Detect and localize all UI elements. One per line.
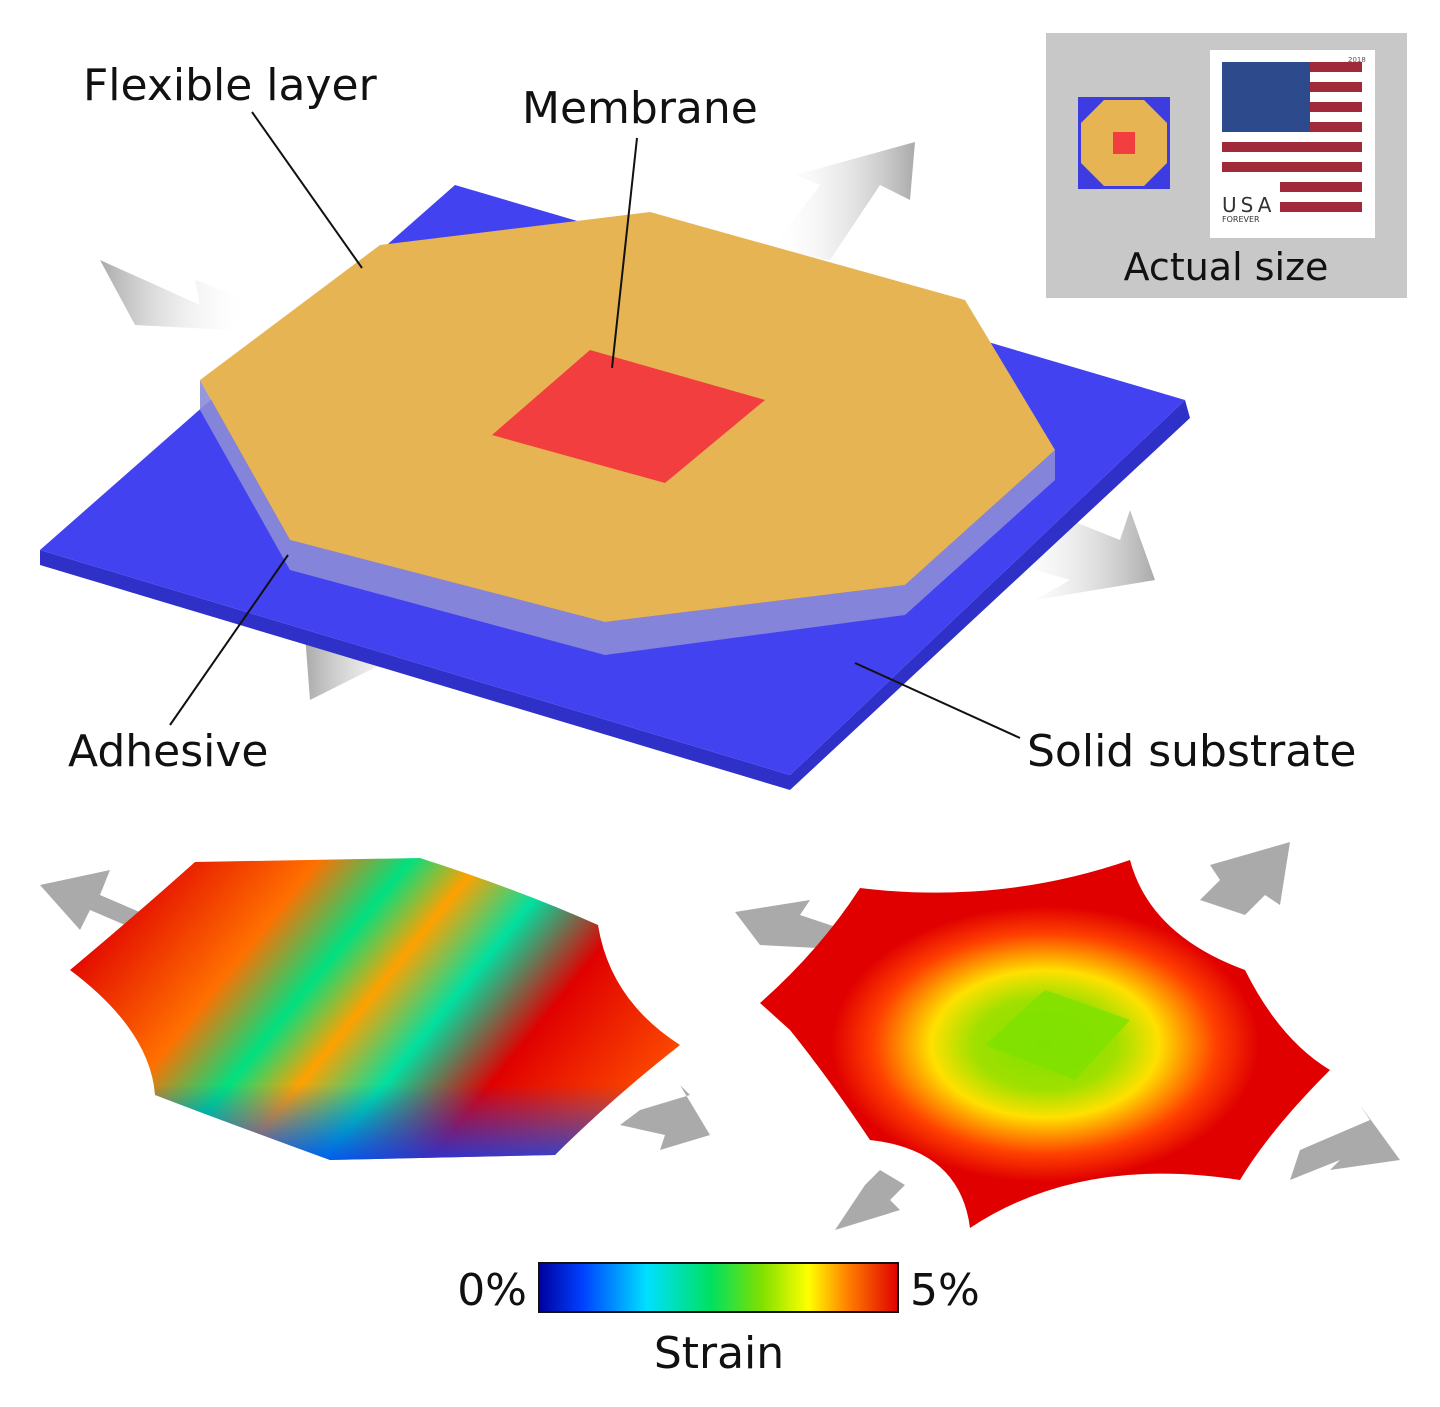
arrow [835,1170,905,1230]
colorbar: 0% 5% Strain [457,1262,980,1379]
stamp-country: USA [1222,193,1275,217]
colorbar-max: 5% [910,1265,980,1316]
arrow [770,142,915,260]
leader [611,137,638,369]
leader [854,662,1021,739]
leader [251,111,363,269]
membrane [492,350,765,483]
strain-map-left [40,858,710,1160]
colorbar-title: Strain [654,1328,784,1379]
adhesive-label: Adhesive [68,726,268,777]
strain-map-right [735,842,1400,1230]
membrane-label: Membrane [522,83,758,134]
inset-caption: Actual size [1124,245,1329,289]
stamp-year: 2018 [1348,56,1366,64]
inset: USA FOREVER 2018 Actual size [1046,33,1407,298]
arrow [100,260,250,330]
adhesive [200,380,1055,655]
leader [169,554,289,726]
substrate-label: Solid substrate [1027,726,1357,777]
flexible-layer-label: Flexible layer [83,60,378,111]
left-map-shade [70,858,680,1160]
arrow [1200,842,1290,915]
stamp-canton [1222,62,1310,132]
mini-membrane [1113,132,1135,154]
arrow [620,1085,710,1150]
colorbar-gradient [538,1262,899,1313]
stamp-type: FOREVER [1222,215,1260,224]
arrow [1290,1105,1400,1180]
right-membrane [985,990,1130,1080]
colorbar-min: 0% [457,1265,527,1316]
